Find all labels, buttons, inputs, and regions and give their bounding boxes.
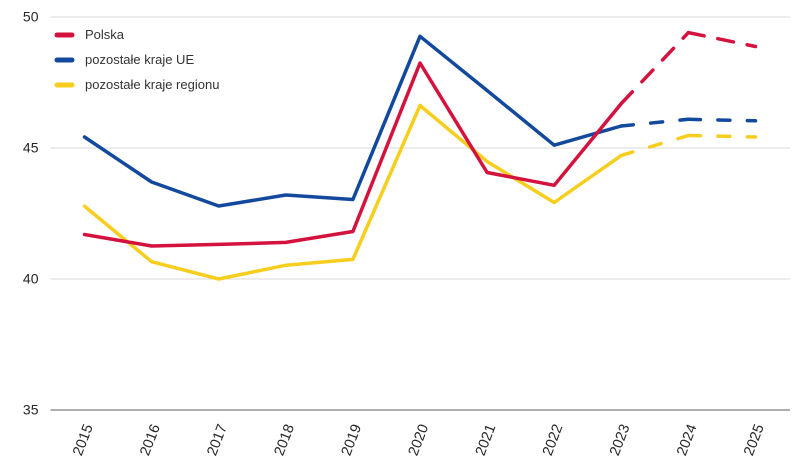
svg-text:pozostałe kraje regionu: pozostałe kraje regionu xyxy=(85,77,219,92)
svg-text:2024: 2024 xyxy=(674,422,701,458)
svg-text:2025: 2025 xyxy=(741,422,768,458)
svg-text:45: 45 xyxy=(23,139,39,155)
svg-text:2019: 2019 xyxy=(339,422,366,458)
svg-text:2020: 2020 xyxy=(406,422,433,458)
svg-text:Polska: Polska xyxy=(85,27,125,42)
svg-text:2023: 2023 xyxy=(607,422,634,458)
svg-text:2016: 2016 xyxy=(137,422,164,458)
svg-text:2015: 2015 xyxy=(70,422,97,458)
svg-text:2022: 2022 xyxy=(540,422,567,458)
svg-text:pozostałe kraje UE: pozostałe kraje UE xyxy=(85,52,194,67)
svg-text:2018: 2018 xyxy=(272,422,299,458)
svg-text:35: 35 xyxy=(23,401,39,417)
svg-text:50: 50 xyxy=(23,8,39,24)
svg-text:2021: 2021 xyxy=(473,422,500,458)
svg-text:40: 40 xyxy=(23,270,39,286)
svg-text:2017: 2017 xyxy=(204,422,231,458)
